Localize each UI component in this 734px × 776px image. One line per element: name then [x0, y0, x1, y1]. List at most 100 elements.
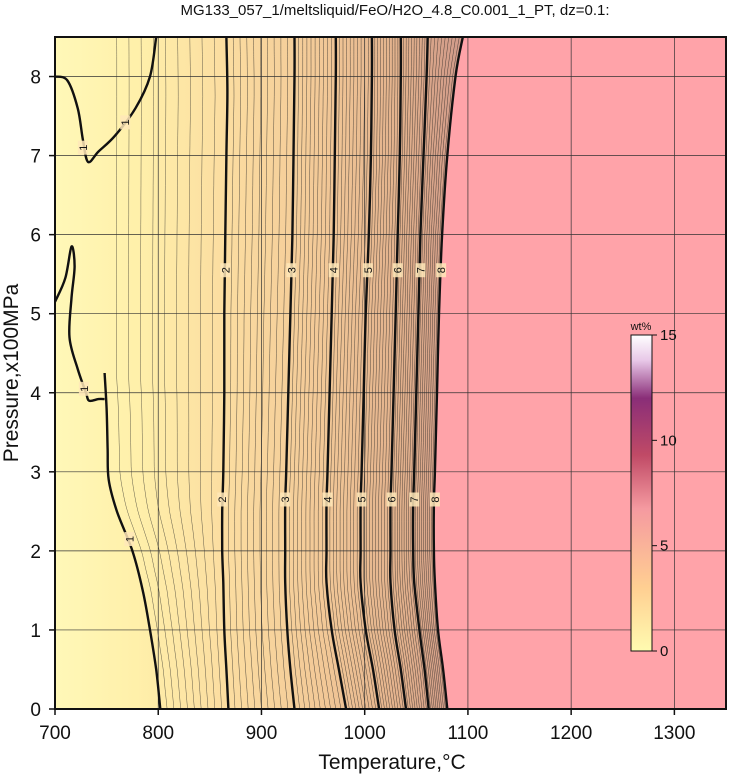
contour-label-background: [436, 263, 447, 278]
thin-contour-line: [392, 37, 409, 709]
contour-label-background: [409, 492, 420, 507]
y-tick-label: 1: [30, 621, 41, 642]
thin-contour-line: [343, 37, 363, 709]
thin-contour-line: [317, 37, 337, 709]
thin-contour-line: [421, 37, 442, 709]
contour-label: 1: [79, 386, 91, 392]
plateau-region: [433, 37, 726, 709]
contour-label: 3: [280, 496, 292, 502]
thin-contour-line: [301, 37, 316, 709]
y-tick-label: 2: [30, 542, 41, 563]
thin-contour-line: [152, 37, 188, 709]
thin-contour-line: [417, 37, 435, 709]
colorbar-tick-label: 0: [660, 643, 668, 660]
thin-contour-line: [427, 37, 453, 709]
thin-contour-line: [381, 37, 399, 709]
y-tick-label: 8: [30, 68, 41, 89]
x-tick-label: 1100: [447, 723, 488, 744]
thin-contour-line: [116, 37, 168, 709]
thin-contour-line: [305, 37, 321, 709]
contour-label: 7: [409, 496, 421, 502]
thin-contour-line: [429, 37, 456, 709]
plot-area: 1 1 1 1 2 2 3 3 4 4 5 5 6 6 7 7 8 8: [55, 37, 726, 709]
thin-contour-line: [176, 37, 202, 709]
thin-contour-line: [410, 37, 427, 709]
colorbar-unit-label: wt%: [630, 321, 652, 333]
thin-contour-line: [228, 37, 236, 709]
contour-label: 1: [124, 536, 136, 542]
chart-title: MG133_057_1/meltsliquid/FeO/H2O_4.8_C0.0…: [180, 2, 609, 19]
bold-contour-4: [324, 37, 348, 709]
contour-label: 6: [393, 267, 405, 273]
thin-contours: [116, 37, 460, 709]
colorbar: wt% 0 5 10 15: [630, 321, 677, 660]
bold-contours: [55, 37, 464, 709]
y-tick-label: 0: [30, 700, 41, 721]
contour-label: 5: [363, 267, 375, 273]
thin-contour-line: [339, 37, 360, 709]
thin-contour-line: [425, 37, 449, 709]
thin-contour-line: [164, 37, 195, 709]
contour-label: 8: [430, 496, 442, 502]
thin-contour-line: [399, 37, 416, 709]
thin-contour-line: [350, 37, 370, 709]
bold-contour-6: [388, 37, 408, 709]
contour-label: 2: [220, 267, 232, 273]
bold-contour-1: [55, 37, 158, 164]
bold-contour-1: [103, 372, 162, 709]
bold-contour-3: [283, 37, 296, 709]
bold-contour-1: [55, 245, 105, 403]
thin-contour-line: [333, 37, 353, 709]
thin-contour-line: [266, 37, 275, 709]
bold-contour-8: [432, 37, 464, 709]
contour-label-background: [217, 492, 228, 507]
thin-contour-line: [415, 37, 432, 709]
contour-label: 3: [286, 267, 298, 273]
thin-contour-line: [247, 37, 256, 709]
contour-label: 6: [387, 496, 399, 502]
thin-contour-line: [387, 37, 404, 709]
thin-contour-line: [378, 37, 396, 709]
thin-contour-line: [240, 37, 249, 709]
thin-contour-line: [356, 37, 377, 709]
contour-label-background: [356, 492, 367, 507]
y-tick-label: 6: [30, 226, 41, 247]
thin-contour-line: [200, 37, 216, 709]
thin-contour-line: [419, 37, 439, 709]
thin-contour-line: [397, 37, 414, 709]
thin-contour-line: [278, 37, 289, 709]
colorbar-ticks: 0 5 10 15: [652, 327, 677, 660]
contour-label-background: [415, 263, 426, 278]
thin-contour-line: [211, 37, 222, 709]
colorbar-tick-label: 10: [660, 432, 677, 449]
contour-label-background: [362, 263, 373, 278]
contour-label: 4: [329, 267, 341, 273]
contour-label-background: [220, 263, 231, 278]
x-tick-label: 1300: [653, 723, 695, 744]
contour-label-background: [77, 140, 88, 155]
contour-label-background: [322, 492, 333, 507]
thin-contour-line: [128, 37, 175, 709]
thin-contour-line: [289, 37, 300, 709]
contour-label-background: [429, 492, 440, 507]
thin-contour-line: [403, 37, 420, 709]
contour-label: 2: [217, 496, 229, 502]
contour-label-background: [280, 492, 291, 507]
contour-label-background: [328, 263, 339, 278]
thin-contour-line: [353, 37, 373, 709]
thin-contour-line: [406, 37, 423, 709]
contour-label: 8: [436, 267, 448, 273]
thin-contour-line: [346, 37, 367, 709]
contour-labels: 1 1 1 1 2 2 3 3 4 4 5 5 6 6 7 7 8 8: [77, 115, 448, 547]
thin-contour-line: [423, 37, 446, 709]
thin-contour-line: [336, 37, 357, 709]
thin-contour-line: [259, 37, 269, 709]
thin-contour-line: [293, 37, 306, 709]
thin-contour-line: [394, 37, 411, 709]
contour-label: 1: [78, 145, 90, 151]
bold-contour-7: [411, 37, 430, 709]
y-tick-label: 4: [30, 384, 41, 405]
contour-label-background: [392, 263, 403, 278]
thin-contour-line: [297, 37, 311, 709]
